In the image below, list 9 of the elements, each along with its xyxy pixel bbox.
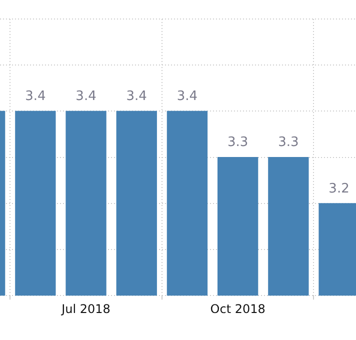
data-label: 3.2	[328, 181, 350, 196]
data-label: 3.3	[278, 135, 299, 150]
data-label: 3.4	[126, 89, 147, 104]
data-label: 3.3	[227, 135, 248, 150]
x-tick-label: Oct 2018	[210, 302, 266, 316]
data-label: 3.4	[176, 89, 198, 104]
x-tick-label: Jul 2018	[60, 302, 110, 316]
data-label: 3.4	[25, 89, 46, 104]
data-label: 3.4	[76, 89, 96, 104]
